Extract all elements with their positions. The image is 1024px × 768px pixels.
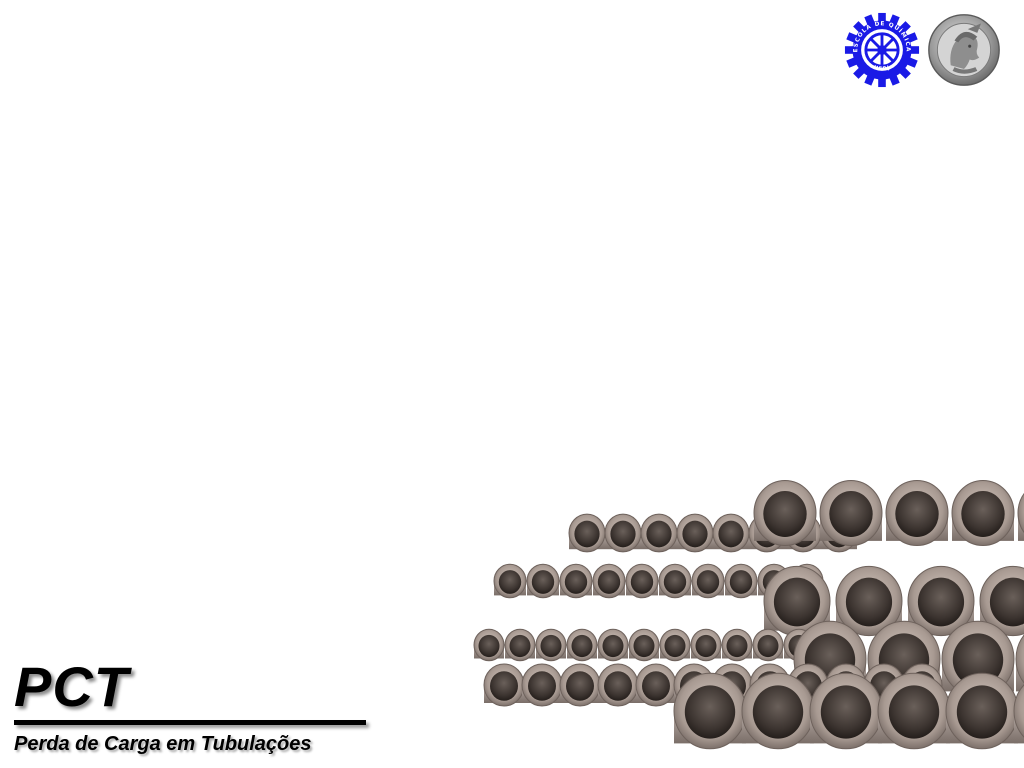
pipe-end: [625, 563, 659, 599]
slide-title-block: PCT Perda de Carga em Tubulações: [14, 656, 374, 756]
pipe-end: [597, 663, 639, 707]
pipe-end: [724, 563, 758, 599]
pipe-end: [493, 563, 527, 599]
pipe-end: [504, 628, 536, 662]
pipe-end: [659, 628, 691, 662]
pipe-end: [640, 513, 678, 553]
pipe-end: [1015, 634, 1024, 692]
slide-subtitle: Perda de Carga em Tubulações: [14, 733, 312, 755]
pipe-end: [945, 672, 1019, 750]
escola-quimica-logo-icon: ESCOLA DE QUÍMICA UFRJ: [844, 12, 920, 88]
pipe-end: [559, 563, 593, 599]
pipe-end: [753, 479, 817, 547]
pipe-end: [877, 672, 951, 750]
pipe-end: [721, 628, 753, 662]
pipe-end: [741, 672, 815, 750]
pipe-end: [1017, 492, 1024, 541]
ufrj-minerva-seal-icon: [928, 14, 1000, 86]
pipe-end: [1013, 684, 1024, 744]
pipe-end: [526, 563, 560, 599]
pipe-end: [673, 672, 747, 750]
pipe-end: [819, 479, 883, 547]
pipe-end: [628, 628, 660, 662]
logos-area: ESCOLA DE QUÍMICA UFRJ: [844, 12, 1002, 88]
pipe-end: [568, 513, 606, 553]
stacked-concrete-pipes-image: [473, 479, 1024, 750]
pipe-end: [566, 628, 598, 662]
pipe-end: [535, 628, 567, 662]
pipe-end: [521, 663, 563, 707]
pipe-end: [676, 513, 714, 553]
pipe-end: [885, 479, 949, 547]
svg-text:UFRJ: UFRJ: [873, 65, 892, 73]
pipe-end: [690, 628, 722, 662]
pipe-end: [559, 663, 601, 707]
pipe-end: [951, 479, 1015, 547]
pipe-end: [483, 663, 525, 707]
pipe-end: [691, 563, 725, 599]
pipe-end: [658, 563, 692, 599]
pipe-end: [592, 563, 626, 599]
pipe-end: [712, 513, 750, 553]
slide-title: PCT: [14, 655, 129, 718]
pipe-end: [763, 565, 831, 637]
pipe-end: [597, 628, 629, 662]
pipe-end: [752, 628, 784, 662]
pipe-end: [604, 513, 642, 553]
pipe-end: [635, 663, 677, 707]
pipe-end: [473, 628, 505, 662]
pipe-end: [979, 565, 1024, 637]
pipe-end: [809, 672, 883, 750]
title-divider: [14, 720, 366, 725]
